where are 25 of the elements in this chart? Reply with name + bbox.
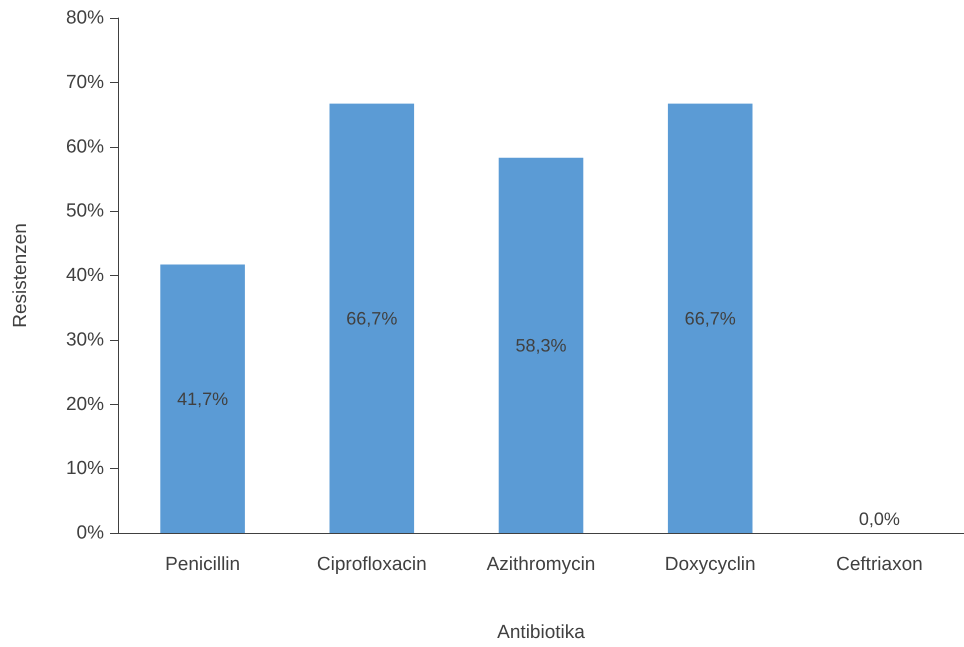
y-tick-label: 30% — [66, 329, 104, 350]
y-tick-label: 80% — [66, 8, 104, 28]
data-label: 41,7% — [177, 388, 228, 409]
x-tick-label: Doxycyclin — [664, 554, 756, 575]
y-tick-label: 0% — [76, 522, 104, 544]
y-axis-title: Resistenzen — [10, 223, 31, 328]
y-tick-label: 10% — [66, 458, 104, 480]
y-tick-label: 40% — [66, 265, 104, 286]
data-label: 0,0% — [858, 509, 900, 529]
x-tick-label: Azithromycin — [486, 554, 596, 575]
bar — [330, 104, 414, 533]
y-tick-label: 50% — [66, 200, 104, 222]
y-tick-label: 70% — [66, 72, 104, 93]
x-tick-label: Penicillin — [165, 554, 240, 575]
x-axis-title: Antibiotika — [497, 622, 586, 643]
y-tick-label: 60% — [66, 136, 104, 158]
x-tick-label: Ceftriaxon — [836, 554, 923, 575]
bar — [668, 104, 752, 533]
bar — [160, 264, 245, 533]
y-tick-label: 20% — [66, 394, 104, 415]
data-label: 58,3% — [515, 335, 567, 356]
data-label: 66,7% — [684, 308, 736, 328]
bar — [498, 158, 584, 533]
data-label: 66,7% — [346, 308, 398, 328]
x-tick-label: Ciprofloxacin — [316, 554, 427, 575]
